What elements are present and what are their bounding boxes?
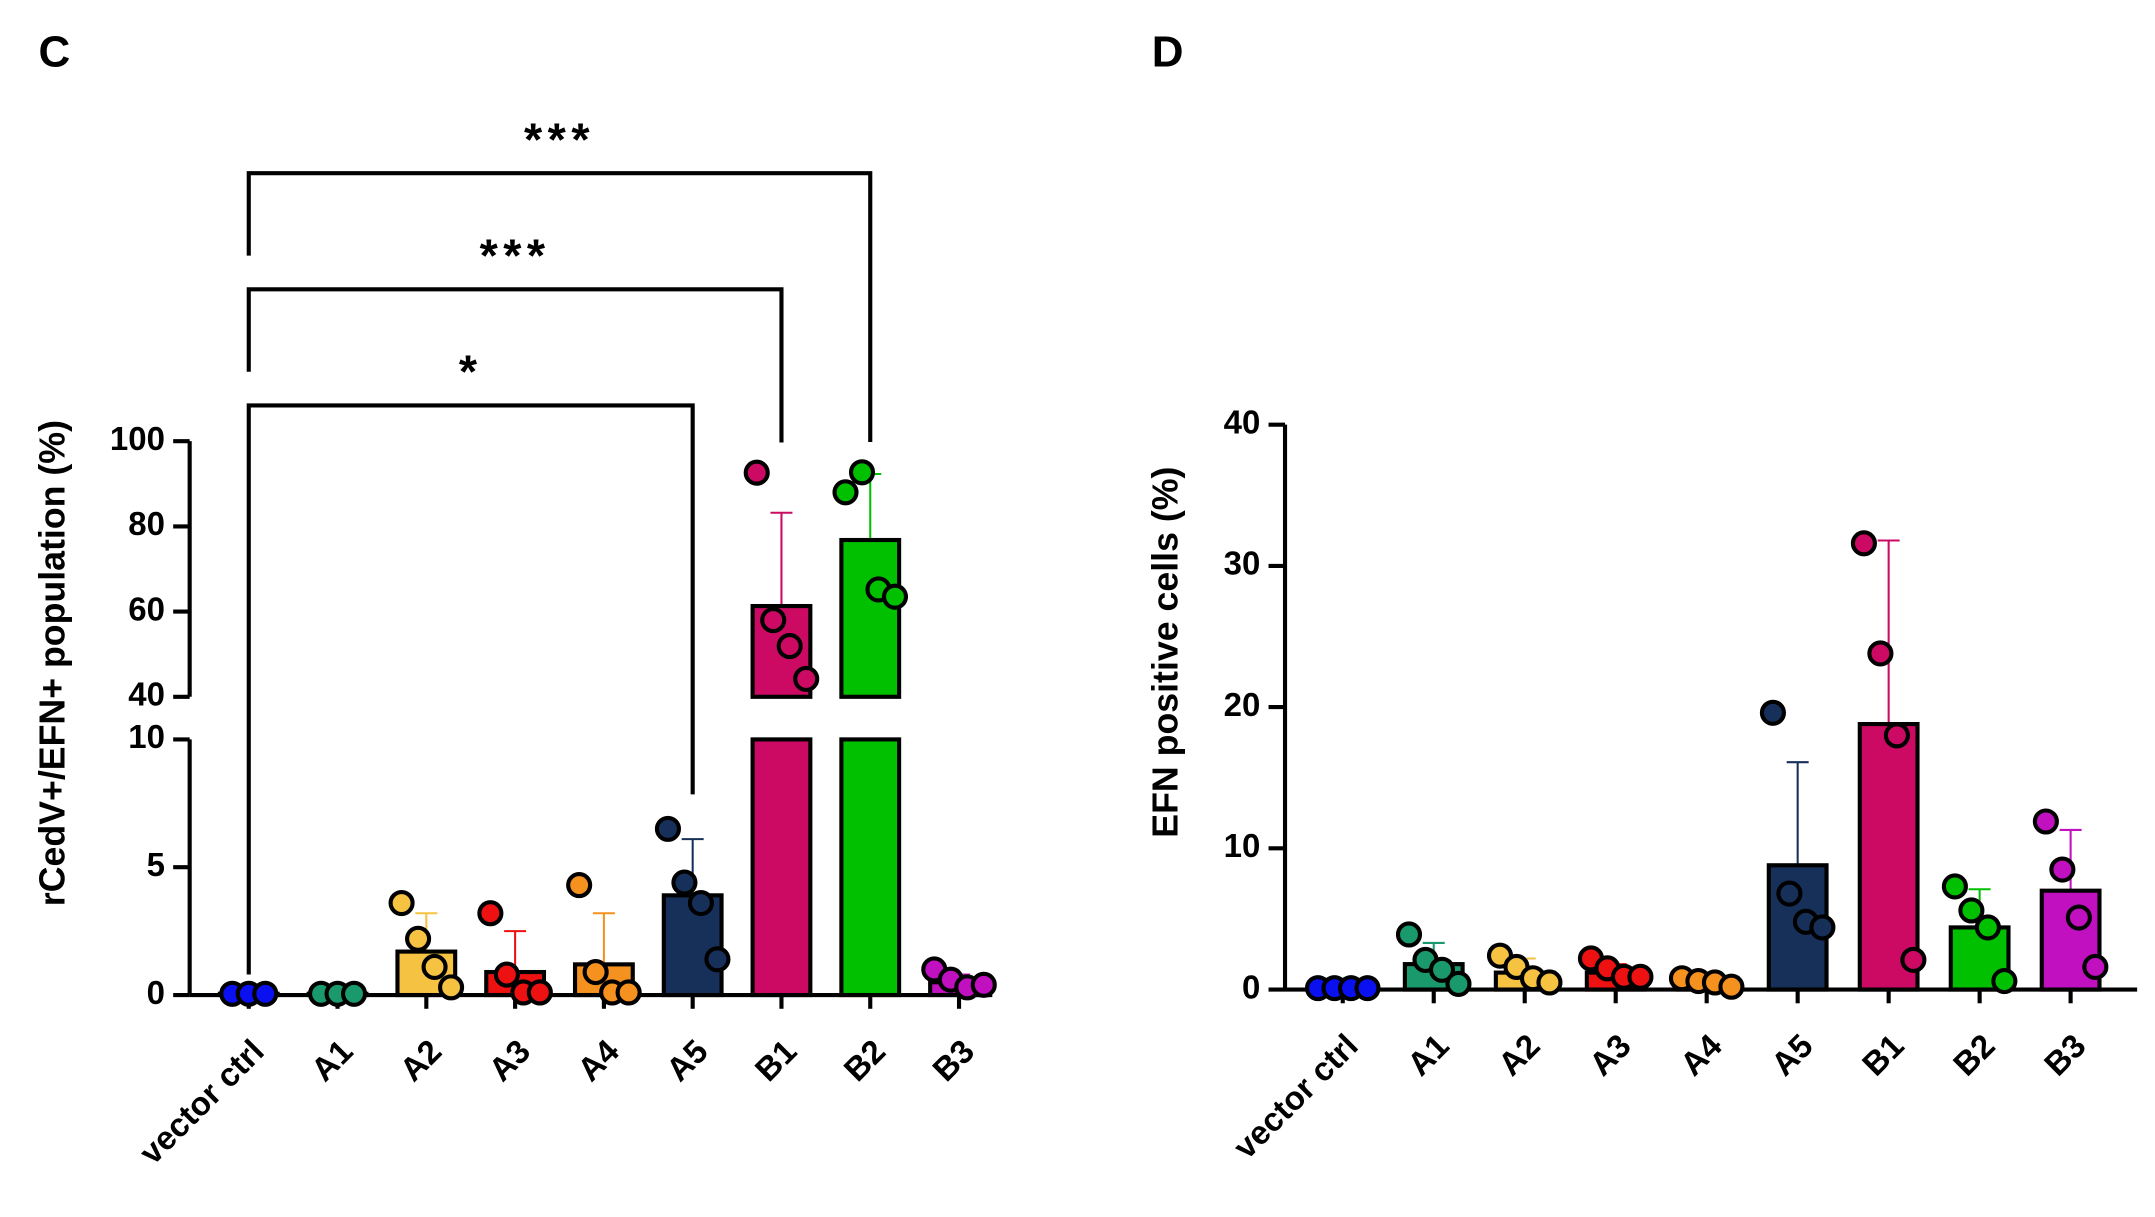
x-tick-label: A4 — [570, 1032, 626, 1088]
y-tick-label: 60 — [128, 590, 165, 627]
significance-label: *** — [480, 229, 551, 281]
y-tick-label: 30 — [1224, 545, 1261, 582]
data-point — [1809, 914, 1836, 941]
x-tick-label: A5 — [1764, 1027, 1820, 1083]
data-point — [1428, 956, 1456, 983]
bar — [839, 737, 902, 998]
x-tick-label: B1 — [1855, 1027, 1911, 1083]
data-point — [1991, 968, 2018, 995]
x-tick-label: A3 — [1582, 1027, 1638, 1083]
data-point — [526, 979, 553, 1006]
panel-label: D — [1152, 28, 1184, 77]
x-tick-label: A3 — [481, 1032, 537, 1088]
y-tick-label: 80 — [128, 505, 165, 542]
y-tick-label: 40 — [1224, 403, 1261, 440]
y-tick-label: 0 — [1242, 968, 1260, 1005]
data-point — [566, 872, 593, 899]
y-axis-label: EFN positive cells (%) — [1146, 467, 1186, 838]
data-point — [1941, 873, 1968, 900]
data-point — [582, 958, 609, 986]
data-point — [881, 583, 909, 610]
data-point — [1974, 914, 2001, 941]
data-point — [1627, 963, 1654, 990]
x-tick-label: vector ctrl — [1226, 1027, 1365, 1166]
data-point — [848, 459, 876, 486]
data-point — [743, 459, 770, 486]
x-tick-label: A1 — [304, 1032, 360, 1088]
data-point — [421, 953, 448, 980]
panel-label: C — [38, 28, 70, 77]
data-point — [654, 815, 681, 842]
data-point — [340, 980, 368, 1007]
x-tick-label: A1 — [1400, 1027, 1456, 1083]
y-tick-label: 20 — [1224, 686, 1261, 723]
y-tick-label: 0 — [147, 974, 165, 1011]
data-point — [793, 665, 820, 692]
data-point — [1536, 969, 1563, 996]
x-tick-label: B2 — [836, 1032, 892, 1088]
y-axis-label: rCedV+/EFN+ population (%) — [32, 420, 72, 906]
x-tick-label: A4 — [1673, 1026, 1729, 1082]
y-tick-label: 10 — [128, 718, 165, 755]
data-point — [252, 980, 279, 1007]
data-point — [704, 946, 731, 973]
y-tick-label: 40 — [128, 676, 165, 713]
data-point — [760, 607, 787, 634]
data-point — [1958, 897, 1985, 924]
data-point — [1354, 975, 1381, 1002]
significance-label: *** — [524, 113, 595, 165]
x-tick-label: A2 — [392, 1032, 448, 1088]
bar — [839, 537, 902, 699]
bar — [750, 737, 813, 998]
x-tick-label: A2 — [1491, 1027, 1547, 1083]
data-point — [1445, 970, 1472, 997]
x-tick-label: B3 — [2037, 1027, 2093, 1083]
significance-bracket — [246, 287, 784, 443]
data-point — [615, 979, 642, 1006]
data-point — [1759, 699, 1786, 726]
significance-label: * — [459, 346, 483, 398]
y-tick-label: 5 — [147, 846, 165, 883]
y-tick-label: 10 — [1224, 827, 1261, 864]
data-point — [1850, 530, 1877, 557]
data-point — [477, 900, 504, 927]
data-point — [970, 971, 997, 998]
data-point — [1867, 640, 1894, 667]
data-point — [687, 889, 714, 917]
data-point — [388, 889, 415, 917]
data-point — [493, 961, 520, 988]
bar — [1857, 721, 1920, 992]
data-point — [671, 869, 698, 896]
x-tick-label: A5 — [659, 1032, 715, 1088]
x-tick-label: vector ctrl — [132, 1032, 271, 1171]
data-point — [438, 974, 465, 1001]
significance-bracket — [246, 403, 695, 975]
data-point — [2065, 904, 2092, 931]
x-tick-label: B2 — [1946, 1027, 2002, 1083]
x-tick-label: B1 — [748, 1032, 804, 1088]
data-point — [1900, 946, 1927, 973]
data-point — [1395, 921, 1423, 948]
data-point — [2032, 808, 2059, 835]
y-tick-label: 100 — [110, 420, 165, 457]
data-point — [1718, 973, 1745, 1000]
x-tick-label: B3 — [925, 1032, 981, 1088]
data-point — [832, 479, 859, 506]
data-point — [776, 633, 803, 660]
data-point — [1883, 722, 1910, 749]
data-point — [1776, 880, 1803, 907]
data-point — [2049, 856, 2076, 883]
significance-bracket — [246, 171, 873, 443]
data-point — [2082, 953, 2109, 981]
data-point — [405, 925, 432, 952]
